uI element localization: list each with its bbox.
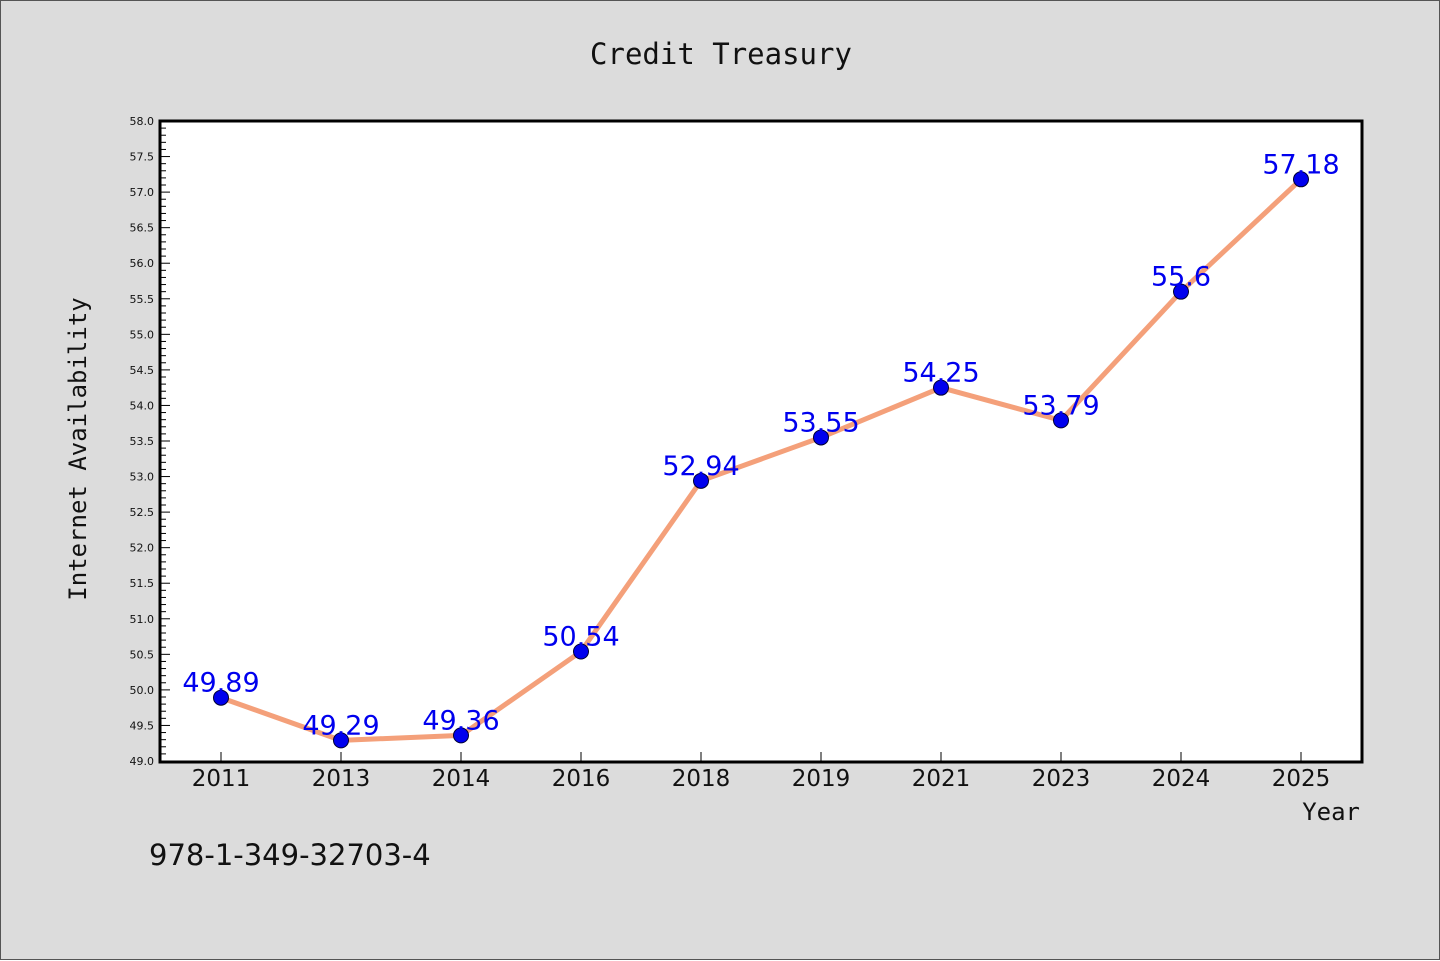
y-tick-label: 50.0: [130, 684, 155, 697]
y-tick-label: 56.0: [130, 257, 155, 270]
y-tick-label: 53.0: [130, 471, 155, 484]
data-point-marker: [1053, 412, 1069, 429]
data-label: 55.6: [1151, 262, 1211, 293]
data-label: 49.36: [422, 705, 499, 736]
y-tick-label: 51.0: [130, 613, 155, 626]
series-line: [218, 176, 1304, 743]
data-point-marker: [213, 689, 229, 706]
data-point-marker: [453, 727, 469, 744]
y-tick-label: 50.5: [130, 648, 155, 661]
y-tick-label: 57.0: [130, 186, 155, 199]
data-label: 53.55: [782, 407, 859, 438]
data-point-marker: [1173, 283, 1189, 300]
x-tick-label: 2024: [1152, 766, 1211, 792]
data-label: 53.79: [1022, 390, 1099, 421]
data-point-marker: [813, 429, 829, 446]
y-tick-label: 56.5: [130, 222, 155, 235]
x-axis: 2011 2013 2014 2016 2018 2019 2021 2023 2024 2025: [192, 752, 1331, 792]
x-tick-label: 2014: [432, 766, 491, 792]
y-tick-label: 53.5: [130, 435, 155, 448]
y-tick-label: 58.0: [130, 115, 155, 128]
y-tick-label: 57.5: [130, 151, 155, 164]
x-tick-label: 2013: [312, 766, 371, 792]
y-tick-label: 55.0: [130, 328, 155, 341]
x-tick-label: 2019: [792, 766, 851, 792]
data-point-marker: [693, 472, 709, 489]
data-label: 49.89: [182, 668, 259, 699]
footer-code: 978-1-349-32703-4: [149, 838, 431, 872]
series-layer: [213, 171, 1309, 749]
x-tick-label: 2023: [1032, 766, 1091, 792]
x-tick-label: 2016: [552, 766, 611, 792]
data-point-marker: [1293, 171, 1309, 188]
y-tick-label: 52.5: [130, 506, 155, 519]
data-label: 57.18: [1262, 149, 1339, 180]
data-point-marker: [933, 379, 949, 396]
y-axis: 49.0 49.5 50.0 50.5 51.0 51.5 52.0 52.5 53.0 53.5…: [130, 115, 170, 768]
x-tick-label: 2011: [192, 766, 251, 792]
data-label: 49.29: [302, 710, 379, 741]
y-tick-label: 51.5: [130, 577, 155, 590]
y-tick-label: 55.5: [130, 293, 155, 306]
y-tick-label: 52.0: [130, 542, 155, 555]
y-tick-label: 49.0: [130, 755, 155, 768]
y-tick-label: 49.5: [130, 719, 155, 732]
chart-title: Credit Treasury: [590, 37, 852, 71]
data-label-layer: 49.89 49.29 49.36 50.54 52.94 53.55 54.25 53.79…: [182, 149, 1339, 741]
data-point-marker: [333, 732, 349, 749]
x-tick-label: 2018: [672, 766, 731, 792]
data-label: 52.94: [662, 451, 739, 482]
y-tick-label: 54.0: [130, 399, 155, 412]
plot-area: [158, 119, 1364, 764]
x-axis-label: Year: [1302, 798, 1360, 826]
y-tick-label: 54.5: [130, 364, 155, 377]
data-label: 54.25: [902, 358, 979, 389]
x-tick-label: 2025: [1272, 766, 1331, 792]
data-label: 50.54: [542, 621, 619, 652]
x-tick-label: 2021: [912, 766, 971, 792]
data-point-marker: [573, 643, 589, 660]
y-axis-label: Internet Availability: [64, 297, 92, 600]
